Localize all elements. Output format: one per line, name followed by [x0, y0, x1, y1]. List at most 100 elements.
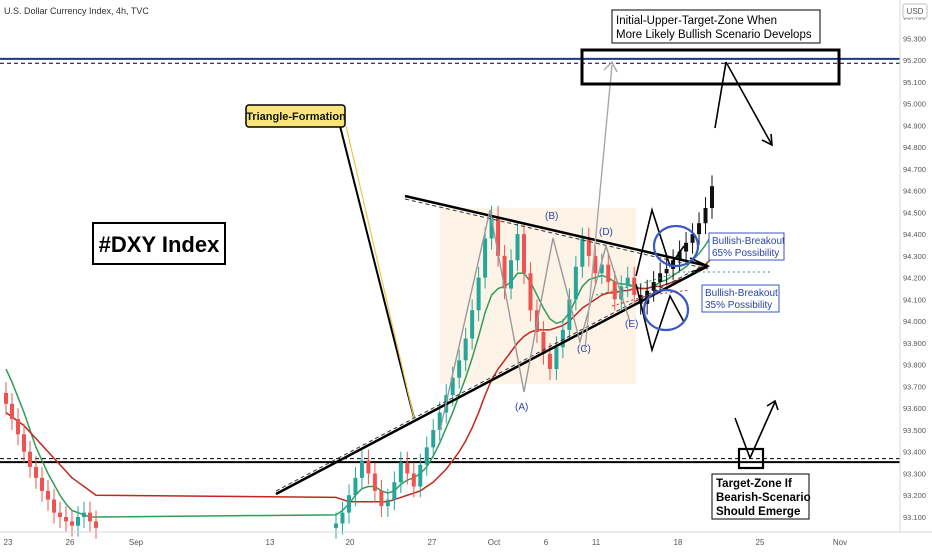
y-tick-label: 94.200 [903, 274, 926, 283]
y-tick-label: 94.600 [903, 187, 926, 196]
candle-body [340, 512, 345, 524]
upper-target-caption-line1: Initial-Upper-Target-Zone When [616, 15, 777, 27]
y-tick-label: 93.700 [903, 382, 926, 391]
candle-body [638, 295, 643, 304]
candle-body [34, 466, 38, 478]
lower-target-caption-line3: Should Emerge [716, 506, 800, 518]
x-tick-label: 27 [428, 538, 437, 547]
candle-body [450, 377, 455, 396]
lower-target-zone-box [737, 447, 765, 470]
y-tick-label: 94.500 [903, 208, 926, 217]
y-tick-label: 94.900 [903, 121, 926, 130]
triangle-callout-line-b [345, 125, 415, 419]
bull-breakout-label-35: Bullish-Breakout [705, 288, 778, 299]
candle-body [470, 310, 475, 339]
x-tick-label: 18 [674, 538, 683, 547]
y-tick-label: 93.200 [903, 491, 926, 500]
candle-body [76, 517, 80, 526]
candle-body [612, 281, 617, 300]
dxy-title-text: #DXY Index [99, 232, 220, 257]
candle-body [346, 495, 351, 513]
upper-target-caption-box [611, 9, 821, 44]
arrow-to-upper-zone [714, 61, 727, 129]
candle-body [10, 403, 14, 420]
candle-body [625, 277, 630, 287]
candle-body [606, 264, 611, 282]
y-tick-label: 95.100 [903, 78, 926, 87]
candle-body [424, 447, 429, 465]
candle-body [690, 234, 695, 243]
triangle-callout-line-a [339, 125, 415, 419]
x-tick-label: 23 [4, 538, 13, 547]
y-tick-label: 93.400 [903, 448, 926, 457]
lower-target-caption-line2: Bearish-Scenario [716, 492, 811, 504]
moving-average-line [5, 233, 713, 518]
candle-body [52, 499, 56, 513]
bull-breakout-label-65: Bullish-Breakout [712, 236, 785, 247]
candle-body [671, 260, 676, 269]
y-tick-label: 93.100 [903, 513, 926, 522]
candle-body [541, 332, 546, 354]
candle-body [502, 255, 507, 289]
candle-body [664, 268, 669, 274]
candle-body [82, 512, 86, 517]
candle-body [593, 255, 598, 274]
candle-body [28, 451, 32, 467]
candle-body [4, 392, 8, 404]
candle-body [586, 238, 591, 256]
dxy-title-box [92, 222, 226, 265]
x-tick-label: Nov [833, 538, 847, 547]
bull-breakout-prob-65: 65% Possibility [712, 248, 779, 259]
triangle-lower-dashed [275, 262, 709, 492]
candle-body [379, 490, 384, 507]
candle-body [677, 251, 682, 261]
candle-body [353, 477, 358, 496]
projection-arrowhead-up [603, 60, 618, 73]
candle-body [46, 490, 50, 500]
candle-body [528, 273, 533, 311]
breakout-ellipse-lower [642, 288, 690, 332]
candle-body [64, 517, 68, 522]
candle-body [22, 434, 26, 452]
triangle-label-box [245, 104, 346, 128]
candle-body [418, 464, 423, 487]
x-tick-label: 25 [756, 538, 765, 547]
candle-body [547, 353, 552, 370]
y-tick-label: 93.800 [903, 361, 926, 370]
candle-body [366, 460, 371, 474]
y-tick-label: 95.200 [903, 56, 926, 65]
y-tick-label: 94.000 [903, 317, 926, 326]
projection-arrow-up [584, 64, 613, 351]
bull-breakout-box-65 [708, 232, 785, 261]
triangle-upper-line [404, 194, 709, 268]
wave-label-a: (A) [515, 402, 528, 413]
candle-body [560, 329, 565, 348]
candle-body [392, 482, 397, 500]
candle-body [334, 523, 338, 528]
y-tick-label: 94.400 [903, 230, 926, 239]
candle-body [359, 460, 364, 478]
candle-body [411, 473, 416, 487]
x-tick-label: 20 [346, 538, 355, 547]
y-tick-label: 94.800 [903, 143, 926, 152]
x-tick-label: 6 [544, 538, 549, 547]
y-tick-label: 95.300 [903, 34, 926, 43]
triangle-label-text: Triangle-Formation [246, 111, 346, 123]
candle-body [88, 512, 92, 522]
candle-body [437, 412, 442, 430]
candle-body [405, 462, 410, 474]
candle-body [94, 521, 98, 528]
candle-body [697, 223, 702, 235]
upper-target-caption-line2: More Likely Bullish Scenario Develops [616, 29, 812, 41]
currency-badge [902, 3, 928, 19]
candle-body [684, 242, 689, 252]
wave-label-b: (B) [545, 211, 558, 222]
candle-body [489, 216, 494, 239]
lower-target-caption-box [711, 473, 810, 520]
wave-path [439, 209, 631, 431]
candle-body [496, 216, 501, 256]
candle-body [580, 238, 585, 267]
candle-body [58, 512, 62, 517]
candle-body [651, 281, 656, 291]
